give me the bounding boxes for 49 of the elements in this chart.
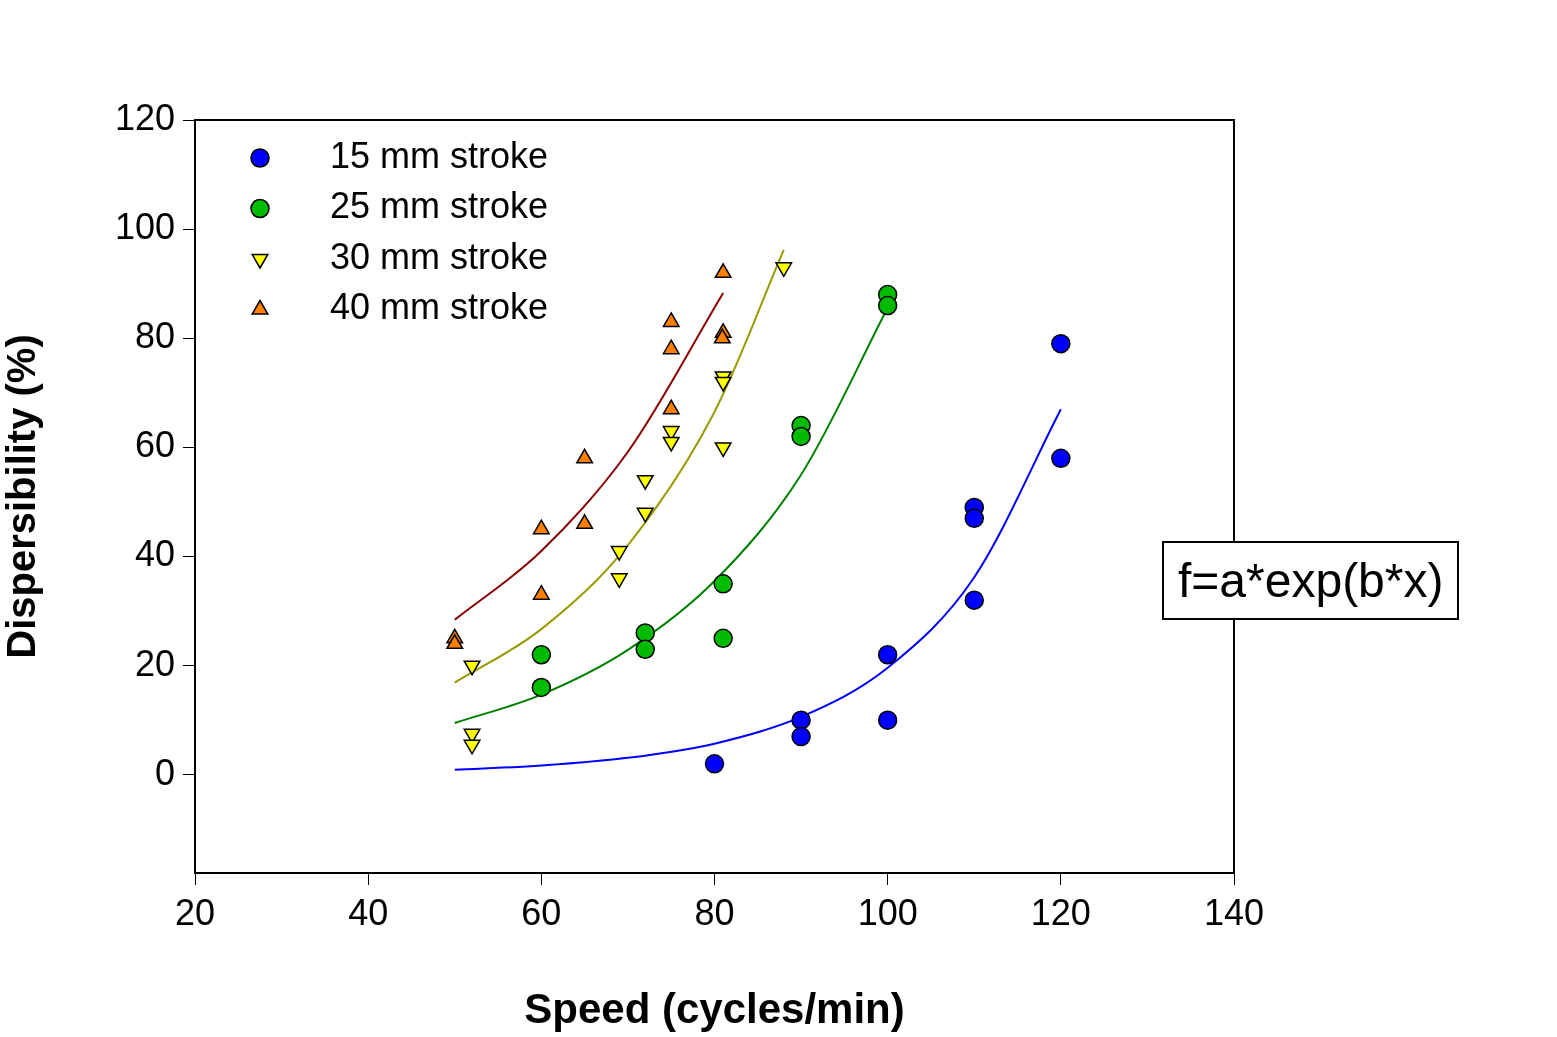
point <box>532 519 550 535</box>
legend-label: 40 mm stroke <box>330 286 549 328</box>
legend-label: 25 mm stroke <box>330 185 549 227</box>
point <box>662 312 680 328</box>
point <box>531 677 552 698</box>
point <box>714 263 732 279</box>
point <box>877 644 898 665</box>
annotation: f=a*exp(b*x) <box>1162 541 1460 620</box>
point <box>877 710 898 730</box>
legend-label: 15 mm stroke <box>330 134 549 176</box>
y-axis-title: Dispersibility (%) <box>0 334 44 659</box>
y-tick-label: 40 <box>134 533 175 575</box>
y-tick-label: 20 <box>134 642 175 684</box>
y-tick-label: 60 <box>134 424 175 466</box>
point <box>1051 448 1071 469</box>
point <box>713 328 731 344</box>
point <box>791 426 811 447</box>
point <box>713 628 733 649</box>
point <box>576 448 594 464</box>
point <box>791 726 811 747</box>
y-tick-label: 80 <box>134 315 175 357</box>
point <box>877 295 898 316</box>
x-tick-label: 100 <box>857 891 918 933</box>
point <box>713 574 733 594</box>
x-tick-label: 20 <box>174 891 216 933</box>
legend-label: 30 mm stroke <box>330 235 549 277</box>
point <box>964 590 984 610</box>
point <box>964 508 984 529</box>
point <box>635 623 655 643</box>
x-tick-label: 120 <box>1030 891 1091 933</box>
x-tick-label: 60 <box>521 891 562 933</box>
point <box>662 399 680 415</box>
point <box>704 754 725 774</box>
x-tick-label: 40 <box>348 891 389 933</box>
x-axis-title: Speed (cycles/min) <box>524 985 905 1033</box>
point <box>531 644 552 665</box>
x-tick-label: 140 <box>1203 891 1265 933</box>
point <box>791 710 811 730</box>
point <box>635 639 655 660</box>
x-tick-label: 80 <box>694 891 735 933</box>
y-tick-label: 120 <box>114 96 175 138</box>
point <box>576 514 594 530</box>
y-tick-label: 100 <box>114 206 175 248</box>
point <box>446 634 464 650</box>
line-series <box>453 291 725 621</box>
line-series <box>453 408 1062 771</box>
point <box>1051 333 1071 354</box>
point <box>662 339 680 355</box>
y-tick-label: 0 <box>154 751 175 793</box>
